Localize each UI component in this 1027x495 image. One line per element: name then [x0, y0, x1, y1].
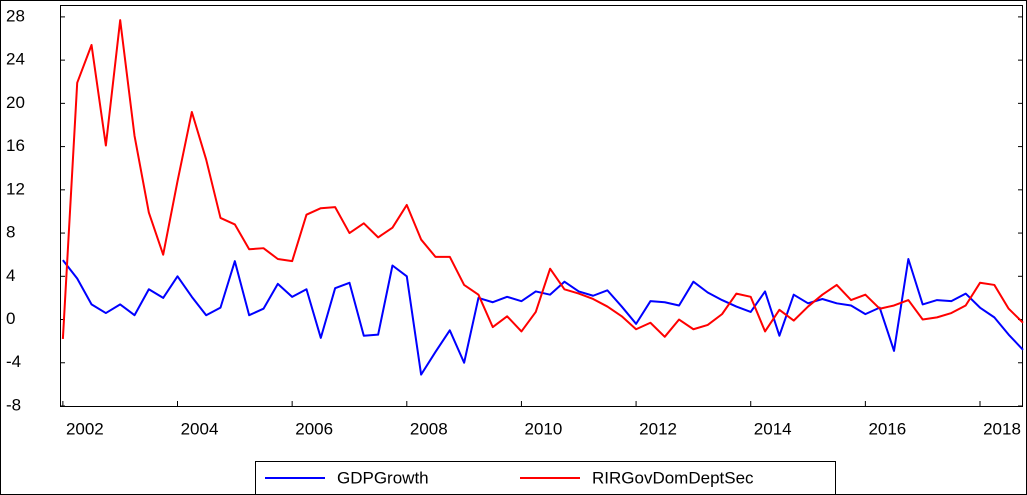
y-tick-label: 8: [6, 223, 15, 242]
plot-frame: [60, 5, 1023, 407]
x-tick-label: 2006: [295, 419, 333, 438]
legend-label: RIRGovDomDeptSec: [592, 468, 754, 487]
y-tick-label: 20: [6, 93, 25, 112]
x-tick-label: 2002: [66, 419, 104, 438]
x-tick-label: 2016: [868, 419, 906, 438]
y-tick-label: 28: [6, 6, 25, 25]
y-tick-label: -4: [6, 352, 21, 371]
y-tick-label: 4: [6, 266, 15, 285]
x-tick-label: 2012: [639, 419, 677, 438]
y-tick-label: 24: [6, 50, 25, 69]
x-tick-label: 2004: [181, 419, 219, 438]
series-line: [62, 258, 1024, 376]
legend-label: GDPGrowth: [337, 468, 429, 487]
x-tick-label: 2010: [525, 419, 563, 438]
y-tick-label: 16: [6, 136, 25, 155]
x-tick-label: 2008: [410, 419, 448, 438]
y-tick-label: -8: [6, 395, 21, 414]
y-tick-label: 0: [6, 309, 15, 328]
y-tick-label: 12: [6, 179, 25, 198]
series-line: [61, 19, 1024, 340]
x-tick-label: 2014: [754, 419, 792, 438]
x-tick-label: 2018: [983, 419, 1021, 438]
